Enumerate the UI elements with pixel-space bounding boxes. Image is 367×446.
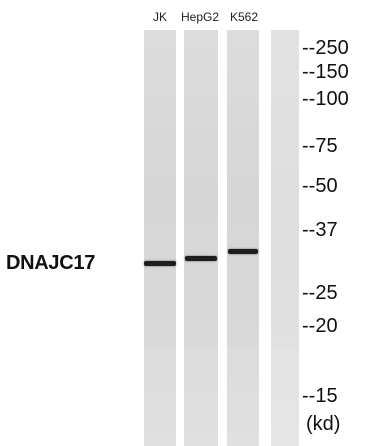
unit-label: (kd) <box>306 413 341 435</box>
mw-marker-50: --50 <box>302 175 338 197</box>
mw-marker-20: --20 <box>302 315 338 337</box>
mw-marker-75: --75 <box>302 135 338 157</box>
lane-jk <box>144 30 176 446</box>
band-hepg2 <box>185 256 217 261</box>
band-jk <box>144 261 176 266</box>
band-k562 <box>228 249 258 254</box>
lane-k562 <box>227 30 259 446</box>
lane-label-hepg2: HepG2 <box>180 10 220 24</box>
mw-marker-15: --15 <box>302 385 338 407</box>
protein-label: DNAJC17 <box>6 252 96 274</box>
mw-marker-150: --150 <box>302 61 349 83</box>
lane-label-jk: JK <box>152 10 167 24</box>
mw-marker-100: --100 <box>302 88 349 110</box>
lane-marker <box>271 30 299 446</box>
lane-label-k562: K562 <box>229 10 259 24</box>
mw-marker-25: --25 <box>302 282 338 304</box>
mw-marker-250: --250 <box>302 37 349 59</box>
mw-marker-37: --37 <box>302 219 338 241</box>
lane-hepg2 <box>184 30 218 446</box>
